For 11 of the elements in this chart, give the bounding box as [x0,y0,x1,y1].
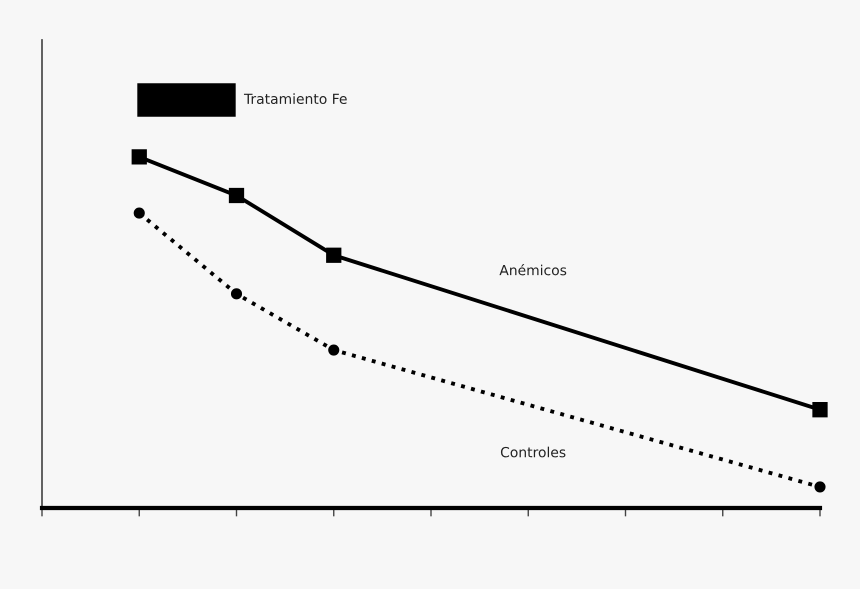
point [812,402,828,418]
point [228,188,244,204]
point [132,149,147,165]
point [134,208,145,219]
point [814,481,826,492]
text: Anémicos [499,264,566,276]
point [230,288,242,300]
text: Tratamiento Fe [244,93,347,104]
point [328,344,340,356]
point [326,248,342,263]
text: Controles [500,446,566,458]
